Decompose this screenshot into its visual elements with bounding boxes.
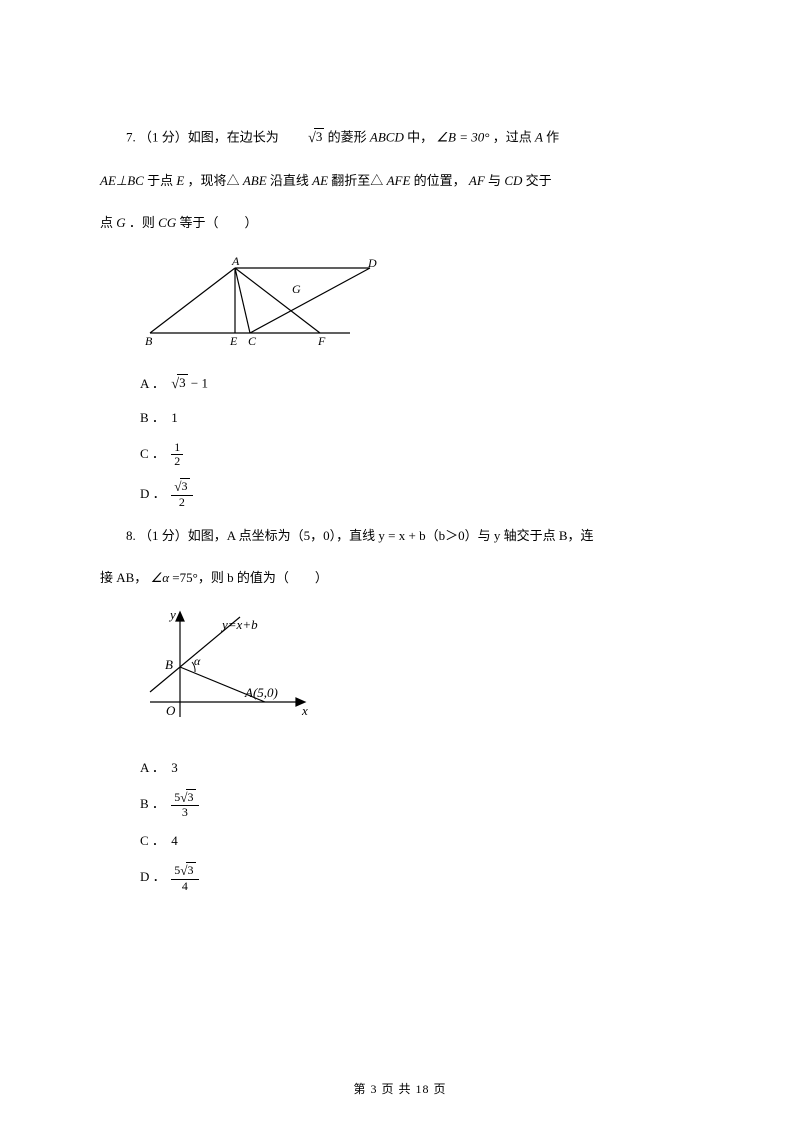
- page-footer: 第 3 页 共 18 页: [0, 1080, 800, 1097]
- fraction: 1 2: [171, 441, 183, 468]
- q8-option-C: C ． 4: [140, 831, 700, 852]
- label-x: x: [301, 703, 308, 718]
- q7-option-A: A ． 3 − 1: [140, 373, 700, 396]
- q8-number: 8.: [126, 528, 139, 543]
- sqrt3-icon: 3: [282, 123, 324, 154]
- label-O: O: [166, 703, 176, 718]
- label-B: B: [165, 657, 173, 672]
- question-7: 7. （1 分）如图，在边长为 3 的菱形 ABCD 中， ∠B = 30° ，…: [100, 123, 700, 509]
- coordinate-diagram: y x B O A(5,0) α y=x+b: [140, 607, 320, 732]
- q8-option-A: A ． 3: [140, 758, 700, 779]
- q8-line1: 8. （1 分）如图，A 点坐标为（5，0），直线 y = x + b（b＞0）…: [100, 522, 700, 551]
- label-C: C: [248, 334, 257, 348]
- label-B: B: [145, 334, 153, 348]
- label-A: A: [231, 254, 240, 268]
- label-G: G: [292, 282, 301, 296]
- label-alpha: α: [194, 654, 201, 668]
- q8-figure: y x B O A(5,0) α y=x+b: [140, 607, 700, 743]
- label-line: y=x+b: [220, 617, 258, 632]
- q7-line1: 7. （1 分）如图，在边长为 3 的菱形 ABCD 中， ∠B = 30° ，…: [100, 123, 700, 154]
- q7-line2: AE⊥BC 于点 E ，现将△ ABE 沿直线 AE 翻折至△ AFE 的位置，…: [100, 167, 700, 196]
- q7-figure: A B E C F D G: [140, 253, 700, 359]
- rhombus-diagram: A B E C F D G: [140, 253, 380, 348]
- q7-number: 7.: [126, 130, 139, 145]
- sqrt-icon: 3: [180, 864, 195, 879]
- sqrt-icon: 3: [174, 480, 189, 495]
- label-A: A(5,0): [244, 685, 278, 700]
- fraction: 3 2: [171, 480, 192, 509]
- label-E: E: [229, 334, 238, 348]
- sqrt-icon: 3: [171, 373, 187, 396]
- q7-points: （1 分）如图，在边长为: [139, 130, 282, 145]
- page-content: 7. （1 分）如图，在边长为 3 的菱形 ABCD 中， ∠B = 30° ，…: [0, 0, 800, 893]
- q8-line2: 接 AB， ∠α =75°，则 b 的值为（ ）: [100, 564, 700, 593]
- question-8: 8. （1 分）如图，A 点坐标为（5，0），直线 y = x + b（b＞0）…: [100, 522, 700, 893]
- label-y: y: [168, 607, 176, 622]
- fraction: 53 4: [171, 864, 198, 893]
- page-number: 第 3 页 共 18 页: [353, 1082, 446, 1096]
- label-F: F: [317, 334, 326, 348]
- label-D: D: [367, 256, 377, 270]
- q8-option-D: D ． 53 4: [140, 864, 700, 893]
- q8-option-B: B ． 53 3: [140, 791, 700, 820]
- q7-line3: 点 G ．则 CG 等于（ ）: [100, 209, 700, 238]
- q7-option-C: C ． 1 2: [140, 441, 700, 468]
- q7-option-D: D ． 3 2: [140, 480, 700, 509]
- q7-option-B: B ． 1: [140, 408, 700, 429]
- sqrt-icon: 3: [180, 791, 195, 806]
- fraction: 53 3: [171, 791, 198, 820]
